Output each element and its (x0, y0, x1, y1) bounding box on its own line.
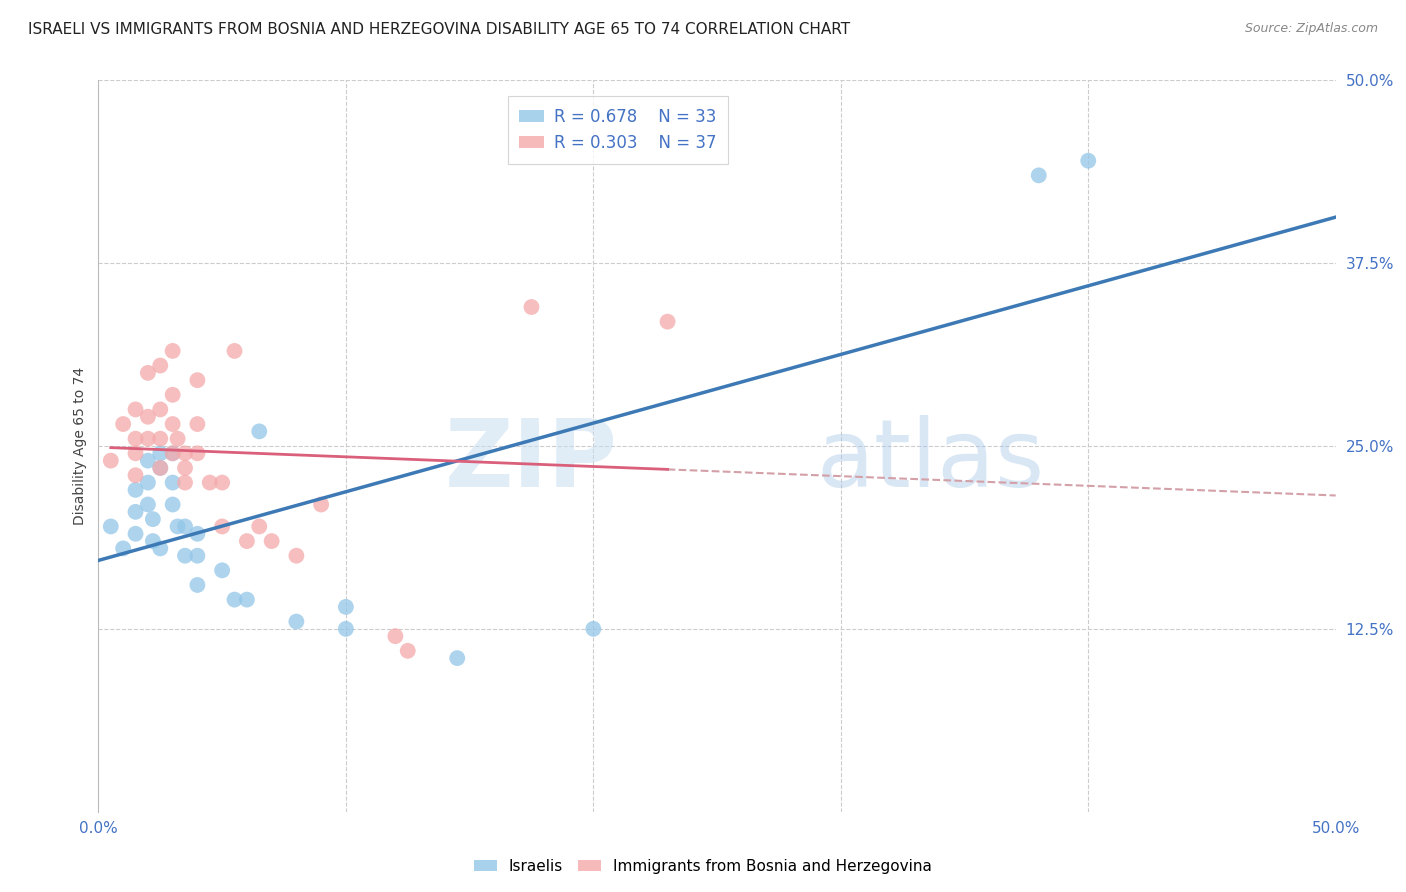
Point (136, 453, 159, 467)
Point (236, 534, 259, 549)
Point (162, 498, 184, 512)
Legend: R = 0.678    N = 33, R = 0.303    N = 37: R = 0.678 N = 33, R = 0.303 N = 37 (508, 96, 728, 163)
Point (384, 629, 406, 643)
Text: ZIP: ZIP (446, 415, 619, 507)
Point (124, 483, 146, 497)
Point (136, 498, 159, 512)
Legend: Israelis, Immigrants from Bosnia and Herzegovina: Israelis, Immigrants from Bosnia and Her… (468, 853, 938, 880)
Point (309, 498, 332, 512)
Point (198, 475, 221, 490)
Point (162, 343, 184, 358)
Point (162, 446, 184, 460)
Point (186, 578, 208, 592)
Point (211, 475, 233, 490)
Point (100, 453, 122, 467)
Point (1028, 169, 1050, 183)
Point (186, 373, 208, 387)
Point (582, 622, 605, 636)
Point (149, 461, 172, 475)
Point (186, 446, 208, 460)
Point (149, 359, 172, 373)
Point (149, 446, 172, 460)
Point (236, 592, 259, 607)
Point (174, 519, 197, 533)
Text: atlas: atlas (815, 415, 1045, 507)
Point (112, 417, 135, 431)
Point (657, 315, 679, 329)
Point (335, 599, 357, 614)
Point (100, 519, 122, 533)
Point (520, 300, 543, 314)
Point (247, 519, 270, 533)
Y-axis label: Disability Age 65 to 74: Disability Age 65 to 74 (73, 367, 87, 525)
Point (124, 446, 146, 460)
Point (186, 417, 208, 431)
Point (166, 519, 188, 533)
Point (124, 526, 146, 541)
Point (247, 425, 270, 439)
Point (224, 592, 246, 607)
Point (136, 432, 159, 446)
Point (136, 475, 159, 490)
Point (124, 432, 146, 446)
Point (136, 409, 159, 424)
Point (396, 644, 419, 658)
Text: Source: ZipAtlas.com: Source: ZipAtlas.com (1244, 22, 1378, 36)
Point (124, 402, 146, 417)
Point (124, 468, 146, 483)
Point (174, 461, 197, 475)
Point (260, 534, 283, 549)
Point (186, 526, 208, 541)
Point (166, 432, 188, 446)
Point (149, 432, 172, 446)
Point (112, 541, 135, 556)
Point (162, 475, 184, 490)
Point (149, 402, 172, 417)
Point (186, 549, 208, 563)
Point (174, 549, 197, 563)
Point (149, 461, 172, 475)
Point (142, 512, 165, 526)
Point (149, 541, 172, 556)
Point (136, 366, 159, 380)
Point (162, 388, 184, 402)
Point (224, 343, 246, 358)
Point (124, 505, 146, 519)
Point (446, 651, 468, 665)
Point (285, 615, 308, 629)
Point (174, 446, 197, 460)
Point (162, 446, 184, 460)
Text: ISRAELI VS IMMIGRANTS FROM BOSNIA AND HERZEGOVINA DISABILITY AGE 65 TO 74 CORREL: ISRAELI VS IMMIGRANTS FROM BOSNIA AND HE… (28, 22, 851, 37)
Point (174, 475, 197, 490)
Point (211, 519, 233, 533)
Point (1077, 153, 1099, 168)
Point (335, 622, 357, 636)
Point (162, 417, 184, 431)
Point (285, 549, 308, 563)
Point (142, 534, 165, 549)
Point (211, 563, 233, 577)
